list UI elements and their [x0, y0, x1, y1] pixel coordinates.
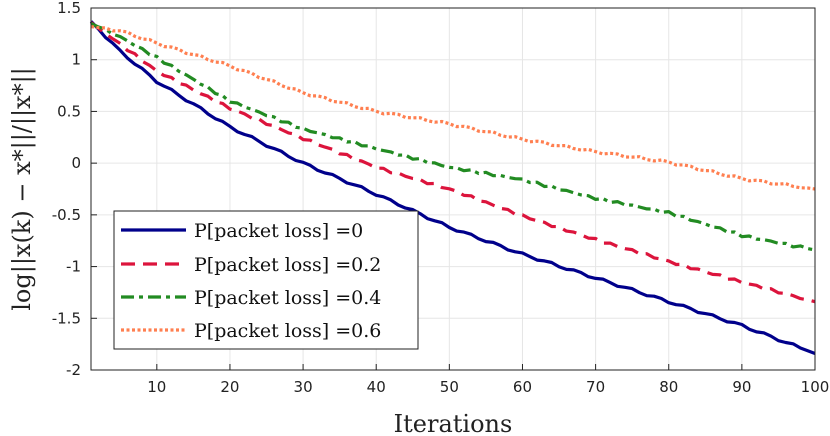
- series-line-0: [89, 20, 816, 355]
- y-tick-label: -1.5: [52, 309, 81, 327]
- y-tick-label: -1: [66, 258, 81, 276]
- x-tick-label: 20: [220, 378, 239, 396]
- x-tick-label: 80: [659, 378, 678, 396]
- legend-label-2: P[packet loss] =0.4: [194, 287, 381, 309]
- x-tick-label: 40: [367, 378, 386, 396]
- y-tick-label: -2: [66, 361, 81, 379]
- x-tick-label: 70: [586, 378, 605, 396]
- legend-entry-2: P[packet loss] =0.4: [121, 287, 381, 309]
- legend-entry-3: P[packet loss] =0.6: [121, 320, 381, 342]
- x-tick-label: 100: [801, 378, 830, 396]
- series-line-1: [90, 21, 816, 304]
- series-line-2: [90, 22, 816, 252]
- legend-entry-1: P[packet loss] =0.2: [121, 254, 381, 276]
- legend: P[packet loss] =0 P[packet loss] =0.2 P[…: [113, 210, 419, 350]
- x-tick-label: 30: [294, 378, 313, 396]
- series-lines: [89, 20, 816, 355]
- y-tick-label: 0.5: [57, 102, 81, 120]
- legend-box: [113, 210, 419, 350]
- plot-frame: [90, 7, 816, 371]
- legend-label-3: P[packet loss] =0.6: [194, 320, 381, 342]
- y-tick-label: 1.5: [57, 0, 81, 17]
- y-tick-label: -0.5: [52, 206, 81, 224]
- legend-label-1: P[packet loss] =0.2: [194, 254, 381, 276]
- series-line-3: [90, 25, 816, 191]
- x-tick-label: 50: [440, 378, 459, 396]
- x-tick-label: 90: [732, 378, 751, 396]
- x-tick-label: 10: [147, 378, 166, 396]
- y-tick-label: 0: [71, 154, 81, 172]
- axis-ticks: 10 20 30 40 50 60 70 80 90 100 1.5 1 0.5 0 -0.5 -1 -1.5 -…: [52, 0, 830, 396]
- legend-label-0: P[packet loss] =0: [194, 220, 363, 242]
- y-axis-label: log||x(k) − x*||/||x*||: [8, 67, 37, 311]
- x-tick-label: 60: [513, 378, 532, 396]
- y-tick-label: 1: [71, 51, 81, 69]
- x-axis-label: Iterations: [394, 410, 513, 436]
- legend-entry-0: P[packet loss] =0: [121, 220, 363, 242]
